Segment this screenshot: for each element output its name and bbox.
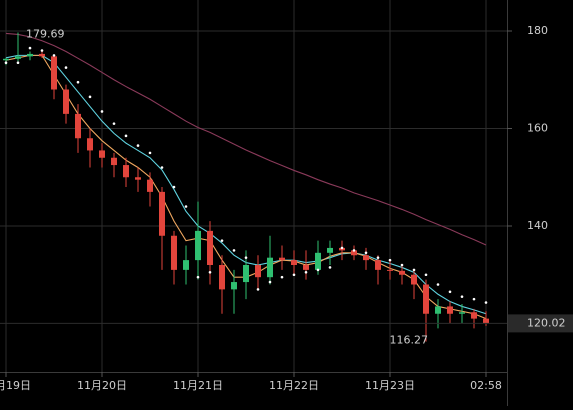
candle-body	[207, 230, 213, 265]
candle-body	[255, 264, 261, 278]
candle-body	[303, 264, 309, 270]
candle-body	[447, 306, 453, 314]
candle-body	[471, 312, 477, 319]
candle-body	[147, 179, 153, 192]
candle-body	[459, 312, 465, 314]
candle-body	[279, 257, 285, 261]
indicator-dot	[136, 144, 140, 147]
candle-body	[435, 306, 441, 314]
indicator-dot	[40, 49, 44, 52]
candle-body	[99, 150, 105, 158]
candle-body	[3, 58, 9, 61]
indicator-dot	[448, 290, 452, 294]
x-tick-label: 11月21日	[173, 379, 223, 392]
candle-body	[351, 250, 357, 256]
indicator-dot	[4, 61, 8, 64]
indicator-dot	[364, 251, 368, 255]
candle-body	[195, 230, 201, 261]
indicator-dot	[52, 54, 56, 57]
x-tick-label: 11月19日	[0, 379, 31, 392]
indicator-dot	[88, 95, 92, 99]
y-tick-label: 180	[527, 24, 548, 37]
y-tick-label: 160	[527, 122, 548, 135]
indicator-dot	[340, 246, 344, 250]
indicator-dot	[256, 288, 260, 291]
indicator-dot	[388, 258, 392, 262]
indicator-dot	[376, 256, 380, 259]
indicator-dot	[64, 66, 68, 69]
candle-body	[363, 255, 369, 261]
indicator-dot	[220, 239, 224, 242]
candle-body	[291, 260, 297, 265]
moving-average-line	[5, 32, 487, 246]
last-price-box	[508, 314, 573, 333]
indicator-dot	[412, 268, 416, 272]
indicator-dot	[280, 275, 284, 279]
candle-body	[375, 260, 381, 270]
candle-body	[63, 89, 69, 114]
indicator-dot	[28, 46, 32, 50]
candle-body	[183, 260, 189, 270]
x-tick-label: 11月20日	[77, 379, 127, 392]
indicator-dot	[328, 266, 332, 269]
indicator-dot	[16, 61, 20, 64]
candle-body	[387, 269, 393, 271]
indicator-dot	[424, 273, 428, 277]
indicator-dot	[244, 256, 248, 259]
indicator-dot	[268, 280, 272, 284]
indicator-dot	[460, 295, 464, 298]
indicator-dot	[484, 301, 488, 304]
indicator-dot	[352, 249, 356, 252]
candle-body	[111, 157, 117, 166]
candle-body	[315, 252, 321, 270]
indicator-dot	[100, 110, 104, 113]
max-label: 179.69	[26, 28, 65, 41]
candle-body	[219, 264, 225, 290]
y-tick-label: 140	[527, 219, 548, 232]
indicator-dot	[76, 80, 80, 84]
candle-body	[87, 138, 93, 151]
candle-body	[483, 318, 489, 324]
min-label: 116.27	[390, 334, 429, 347]
candle-body	[27, 53, 33, 57]
candle-body	[39, 53, 45, 57]
x-tick-label: 02:58	[470, 379, 502, 392]
candle-body	[423, 284, 429, 314]
x-tick-label: 11月23日	[365, 379, 415, 392]
candle-body	[15, 56, 21, 59]
indicator-dot	[232, 249, 236, 252]
candle-body	[411, 274, 417, 285]
indicator-dot	[184, 205, 188, 208]
candle-body	[51, 56, 57, 90]
candle-body	[75, 113, 81, 139]
candle-body	[135, 177, 141, 180]
candle-body	[123, 165, 129, 178]
indicator-dot	[208, 271, 212, 274]
candle-body	[171, 235, 177, 270]
indicator-dot	[112, 122, 116, 125]
indicator-dot	[124, 134, 128, 138]
indicator-dot	[436, 283, 440, 286]
indicator-dot	[160, 166, 164, 169]
last-price-label: 120.02	[527, 316, 566, 329]
indicator-dot	[472, 297, 476, 301]
indicator-dot	[148, 151, 152, 155]
candle-body	[243, 264, 249, 283]
indicator-dot	[292, 273, 296, 277]
x-tick-label: 11月22日	[269, 379, 319, 392]
candle-body	[267, 257, 273, 278]
indicator-dot	[400, 263, 404, 267]
candle-body	[159, 191, 165, 236]
indicator-dot	[196, 275, 200, 279]
candle-body	[399, 270, 405, 275]
candle-body	[231, 282, 237, 290]
indicator-dot	[316, 268, 320, 272]
indicator-dot	[304, 271, 308, 274]
indicator-dot	[172, 185, 176, 189]
candle-body	[327, 247, 333, 253]
